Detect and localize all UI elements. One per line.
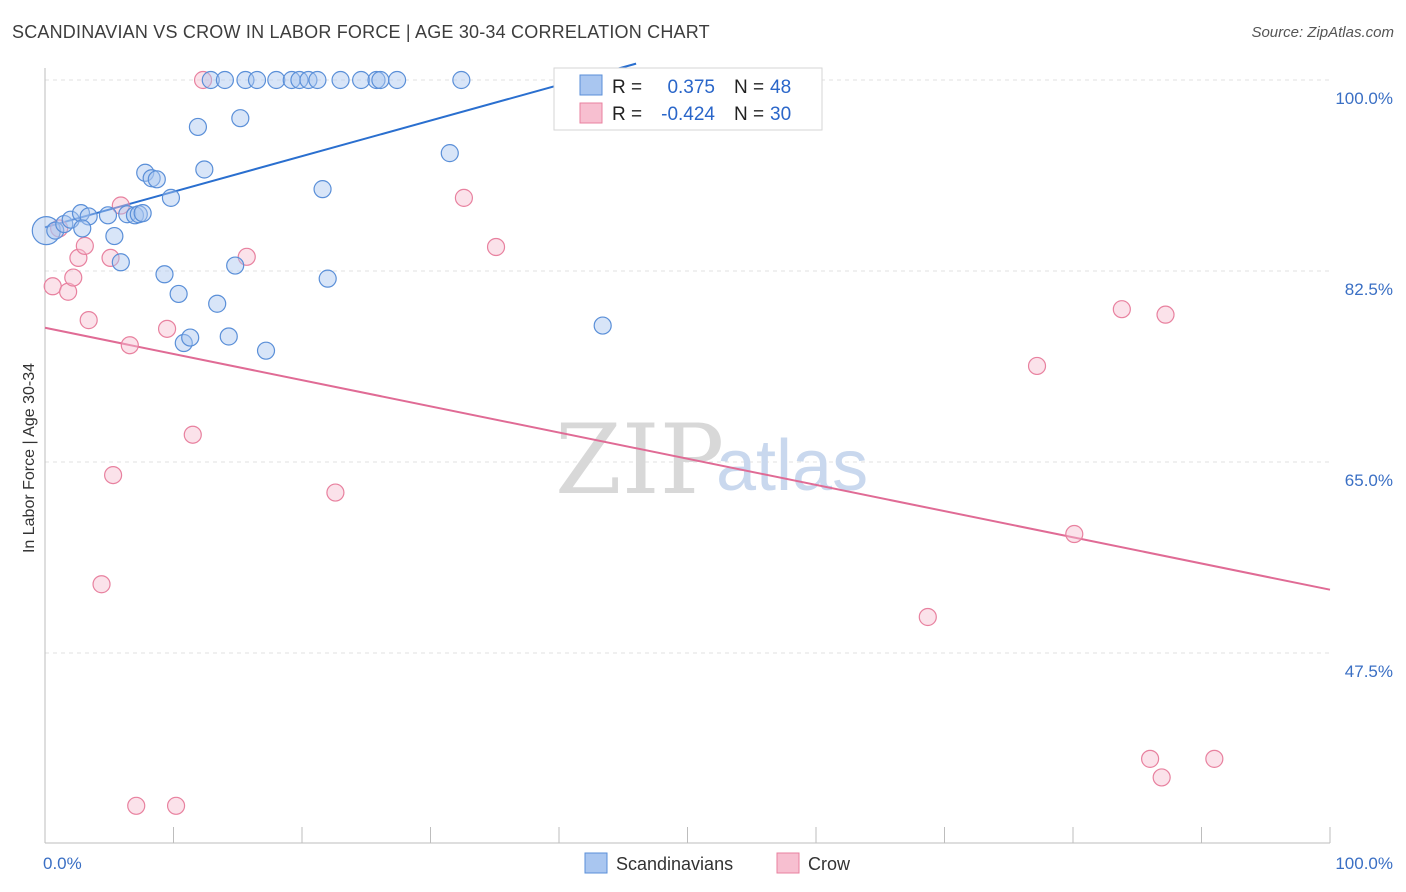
point-scandinavians-38 bbox=[313, 180, 332, 199]
y-tick-labels: 100.0% 82.5% 65.0% 47.5% bbox=[1335, 89, 1393, 681]
y-tick-label-2: 65.0% bbox=[1345, 471, 1393, 490]
point-scandinavians-18 bbox=[161, 188, 181, 207]
point-scandinavians-13 bbox=[133, 204, 152, 223]
stats-legend: R = 0.375 N = 48 R = -0.424 N = 30 bbox=[553, 67, 823, 131]
watermark: ZIP atlas bbox=[555, 404, 868, 516]
point-scandinavians-21 bbox=[181, 328, 200, 347]
legend-n-label-crow: N = bbox=[734, 104, 764, 125]
point-crow-22 bbox=[1027, 356, 1047, 376]
point-scandinavians-41 bbox=[352, 70, 371, 90]
point-crow-27 bbox=[1156, 305, 1175, 324]
point-scandinavians-31 bbox=[247, 70, 267, 90]
legend-n-label-scandinavians: N = bbox=[734, 77, 764, 98]
trend-lines bbox=[44, 62, 1331, 591]
point-crow-9 bbox=[104, 465, 123, 485]
point-crow-25 bbox=[1140, 749, 1160, 768]
point-scandinavians-40 bbox=[331, 70, 350, 90]
point-scandinavians-23 bbox=[195, 160, 214, 179]
point-scandinavians-33 bbox=[267, 70, 286, 90]
point-scandinavians-17 bbox=[155, 265, 174, 284]
point-crow-14 bbox=[166, 796, 186, 815]
point-scandinavians-28 bbox=[226, 256, 245, 275]
point-crow-0 bbox=[43, 277, 62, 296]
point-crow-7 bbox=[92, 575, 111, 594]
point-crow-26 bbox=[1152, 768, 1171, 787]
point-scandinavians-6 bbox=[73, 219, 92, 238]
point-crow-24 bbox=[1112, 300, 1131, 319]
y-tick-label-0: 100.0% bbox=[1335, 89, 1393, 108]
point-scandinavians-27 bbox=[219, 327, 238, 346]
legend-r-value-crow: -0.424 bbox=[661, 104, 715, 125]
trend-line-crow bbox=[44, 326, 1331, 591]
trend-line-scandinavians bbox=[44, 62, 637, 229]
point-scandinavians-45 bbox=[440, 144, 459, 163]
legend-n-value-scandinavians: 48 bbox=[770, 77, 791, 98]
point-scandinavians-19 bbox=[169, 284, 188, 304]
series-legend-swatch-scandinavians bbox=[584, 852, 608, 874]
data-points bbox=[31, 70, 1224, 815]
legend-r-value-scandinavians: 0.375 bbox=[667, 77, 715, 98]
point-crow-15 bbox=[183, 425, 202, 444]
point-scandinavians-39 bbox=[318, 269, 337, 288]
legend-n-value-crow: 30 bbox=[770, 104, 791, 125]
point-scandinavians-42 bbox=[367, 70, 386, 90]
series-legend: Scandinavians Crow bbox=[584, 852, 851, 874]
point-scandinavians-44 bbox=[387, 70, 407, 90]
point-scandinavians-29 bbox=[231, 109, 250, 128]
y-axis-title: In Labor Force | Age 30-34 bbox=[21, 363, 38, 553]
series-legend-label-scandinavians: Scandinavians bbox=[616, 854, 733, 874]
point-scandinavians-24 bbox=[201, 70, 220, 90]
point-scandinavians-37 bbox=[308, 70, 327, 90]
point-scandinavians-8 bbox=[105, 226, 124, 246]
chart-title: SCANDINAVIAN VS CROW IN LABOR FORCE | AG… bbox=[12, 22, 710, 42]
point-crow-3 bbox=[64, 268, 83, 287]
point-crow-23 bbox=[1065, 524, 1084, 544]
chart-source: Source: ZipAtlas.com bbox=[1251, 24, 1394, 41]
point-scandinavians-1 bbox=[46, 221, 65, 240]
point-scandinavians-9 bbox=[111, 253, 130, 272]
point-crow-13 bbox=[157, 319, 177, 338]
point-crow-18 bbox=[326, 483, 345, 502]
x-tick-label-left: 0.0% bbox=[43, 854, 82, 873]
legend-swatch-crow bbox=[579, 102, 603, 124]
point-scandinavians-7 bbox=[98, 206, 118, 225]
point-crow-2 bbox=[59, 282, 78, 301]
point-crow-21 bbox=[918, 607, 937, 627]
point-crow-28 bbox=[1205, 749, 1224, 768]
axes bbox=[44, 68, 1331, 844]
point-crow-8 bbox=[101, 248, 120, 268]
point-scandinavians-32 bbox=[256, 341, 276, 360]
point-scandinavians-26 bbox=[215, 70, 234, 90]
legend-swatch-scandinavians bbox=[579, 74, 603, 96]
point-scandinavians-47 bbox=[593, 316, 612, 335]
point-scandinavians-43 bbox=[371, 70, 390, 90]
point-scandinavians-46 bbox=[452, 70, 471, 90]
point-crow-20 bbox=[486, 237, 506, 257]
watermark-zip: ZIP bbox=[555, 404, 724, 516]
y-tick-label-1: 82.5% bbox=[1345, 280, 1393, 299]
point-scandinavians-16 bbox=[147, 170, 166, 189]
point-scandinavians-25 bbox=[208, 294, 227, 313]
point-crow-19 bbox=[454, 188, 474, 207]
point-crow-5 bbox=[75, 236, 94, 255]
point-scandinavians-22 bbox=[188, 117, 208, 137]
point-crow-12 bbox=[127, 796, 146, 815]
x-tick-label-right: 100.0% bbox=[1335, 854, 1393, 873]
series-legend-swatch-crow bbox=[776, 852, 800, 874]
series-legend-label-crow: Crow bbox=[808, 854, 851, 874]
y-tick-label-3: 47.5% bbox=[1345, 662, 1393, 681]
point-crow-6 bbox=[79, 311, 98, 330]
watermark-atlas: atlas bbox=[716, 426, 868, 506]
legend-r-label-crow: R = bbox=[612, 104, 642, 125]
point-crow-16 bbox=[193, 70, 213, 90]
legend-r-label-scandinavians: R = bbox=[612, 77, 642, 98]
point-crow-11 bbox=[120, 336, 139, 355]
